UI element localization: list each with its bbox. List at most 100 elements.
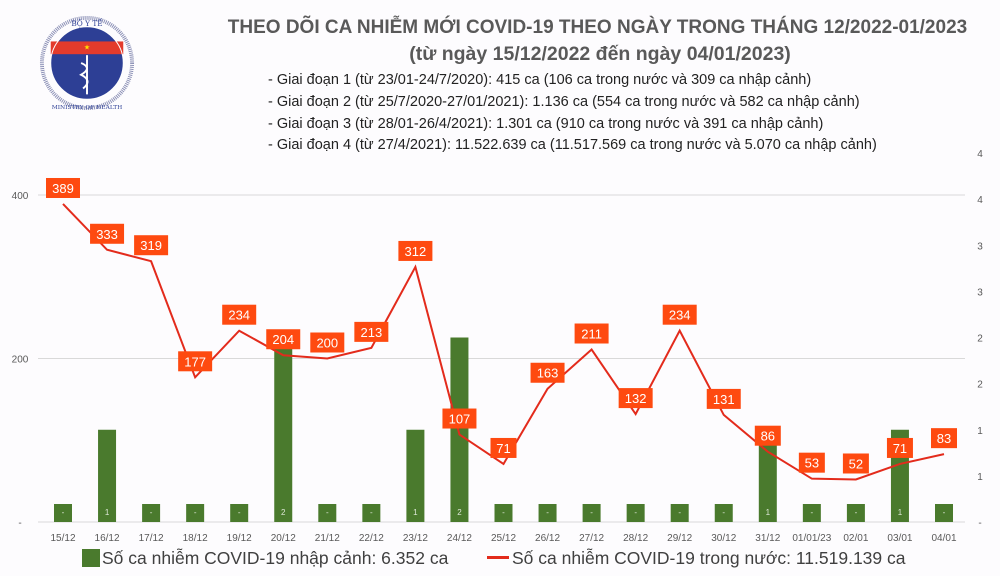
right-axis-tick: 1 xyxy=(977,426,983,437)
data-label: 71 xyxy=(496,441,510,456)
bar-label: - xyxy=(546,508,549,517)
bar-imported xyxy=(406,429,425,522)
svg-text:BỘ Y TẾ: BỘ Y TẾ xyxy=(71,18,102,28)
bar-label: - xyxy=(502,508,505,517)
data-label-box xyxy=(398,240,433,261)
data-label-box xyxy=(798,452,825,473)
x-axis-tick: 15/12 xyxy=(50,533,75,544)
data-label-box xyxy=(490,437,517,458)
data-label-box xyxy=(134,235,169,256)
bar-imported xyxy=(362,504,381,522)
data-label-box xyxy=(354,321,389,342)
x-axis-tick: 27/12 xyxy=(579,533,604,544)
data-label-box xyxy=(178,351,213,372)
legend-label-domestic: Số ca nhiễm COVID-19 trong nước: 11.519.… xyxy=(512,548,906,568)
data-label: 163 xyxy=(537,366,559,381)
bar-imported xyxy=(142,504,161,522)
chart-area: - 200 400 - 1 1 2 2 3 3 4 4 - 1 - - - 2 - - 1 2 - - - - - - 1 - - 1 - 15/… xyxy=(12,149,984,544)
data-label-box xyxy=(310,332,345,353)
bar-imported xyxy=(230,504,249,522)
data-label-box xyxy=(886,437,913,458)
legend-swatch-line xyxy=(487,556,509,559)
bar-imported xyxy=(582,504,601,522)
bar-imported xyxy=(670,504,689,522)
bar-imported xyxy=(538,504,557,522)
data-label-box xyxy=(222,304,257,325)
bar-label: - xyxy=(590,508,593,517)
x-axis-tick: 18/12 xyxy=(183,533,208,544)
data-label: 107 xyxy=(449,412,471,427)
bar-label: 1 xyxy=(898,508,903,517)
bar-imported xyxy=(802,504,821,522)
bar-imported xyxy=(935,504,953,522)
x-axis-tick: 19/12 xyxy=(227,533,252,544)
chart-title: THEO DÕI CA NHIỄM MỚI COVID-19 THEO NGÀY… xyxy=(227,17,968,38)
data-label-box xyxy=(46,177,80,198)
bar-imported xyxy=(494,504,513,522)
data-label-box xyxy=(931,428,957,449)
data-label: 389 xyxy=(52,181,74,196)
x-axis-tick: 21/12 xyxy=(315,533,340,544)
data-label: 177 xyxy=(184,354,206,369)
bar-imported xyxy=(758,429,777,522)
data-label: 131 xyxy=(713,392,735,407)
bar-imported xyxy=(186,504,205,522)
data-label: 132 xyxy=(625,391,647,406)
data-label-box xyxy=(754,425,781,446)
data-label: 319 xyxy=(140,238,162,253)
bar-label: 1 xyxy=(413,508,418,517)
data-label: 333 xyxy=(96,227,118,242)
x-axis-tick: 26/12 xyxy=(535,533,560,544)
bar-imported xyxy=(98,429,117,522)
right-axis-tick: 4 xyxy=(977,149,983,160)
right-axis-tick: 2 xyxy=(977,380,983,391)
data-label-box xyxy=(442,408,477,429)
data-label: 234 xyxy=(228,308,250,323)
bar-label: - xyxy=(811,508,814,517)
data-label-box xyxy=(90,223,125,244)
bar-label: - xyxy=(722,508,725,517)
x-axis-tick: 29/12 xyxy=(667,533,692,544)
data-label: 213 xyxy=(360,325,382,340)
data-label: 211 xyxy=(581,327,602,342)
bar-label: - xyxy=(194,508,197,517)
x-axis-tick: 25/12 xyxy=(491,533,516,544)
bar-label: - xyxy=(678,508,681,517)
x-axis-tick: 16/12 xyxy=(95,533,120,544)
svg-text:★: ★ xyxy=(84,43,90,51)
data-label: 86 xyxy=(761,429,775,444)
x-axis-tick: 22/12 xyxy=(359,533,384,544)
x-axis-tick: 31/12 xyxy=(755,533,780,544)
data-label: 52 xyxy=(849,456,863,471)
bar-label: 2 xyxy=(281,508,286,517)
right-axis-tick: 1 xyxy=(977,472,983,483)
bar-imported xyxy=(450,337,469,522)
x-axis-tick: 23/12 xyxy=(403,533,428,544)
data-label: 83 xyxy=(937,431,951,446)
ministry-of-health-logo: ★ BỘ Y TẾ MINISTRY OF HEALTH xyxy=(39,15,135,111)
data-label-box xyxy=(574,323,609,344)
data-label-box xyxy=(530,362,565,383)
svg-text:MINISTRY OF HEALTH: MINISTRY OF HEALTH xyxy=(52,105,123,111)
bar-imported xyxy=(846,504,865,522)
x-axis-tick: 28/12 xyxy=(623,533,648,544)
right-axis-tick: 3 xyxy=(977,241,983,252)
data-label-box xyxy=(842,453,869,474)
data-label: 312 xyxy=(405,244,427,259)
phase-3-text: - Giai đoạn 3 (từ 28/01-26/4/2021): 1.30… xyxy=(268,116,824,132)
data-label: 204 xyxy=(272,332,294,347)
data-label: 53 xyxy=(805,456,819,471)
bar-label: - xyxy=(634,508,637,517)
data-label-box xyxy=(662,304,697,325)
data-label-box xyxy=(266,329,301,350)
x-axis-tick: 02/01 xyxy=(843,533,868,544)
right-axis-tick: - xyxy=(978,518,981,529)
legend-item-imported: Số ca nhiễm COVID-19 nhập cảnh: 6.352 ca xyxy=(82,548,448,569)
data-label: 71 xyxy=(893,441,907,456)
data-label-box xyxy=(618,388,653,409)
left-axis-tick: 200 xyxy=(12,355,29,366)
bar-label: - xyxy=(62,508,65,517)
right-axis-tick: 3 xyxy=(977,287,983,298)
x-axis-tick: 01/01/23 xyxy=(792,533,831,544)
bar-imported xyxy=(274,337,293,522)
